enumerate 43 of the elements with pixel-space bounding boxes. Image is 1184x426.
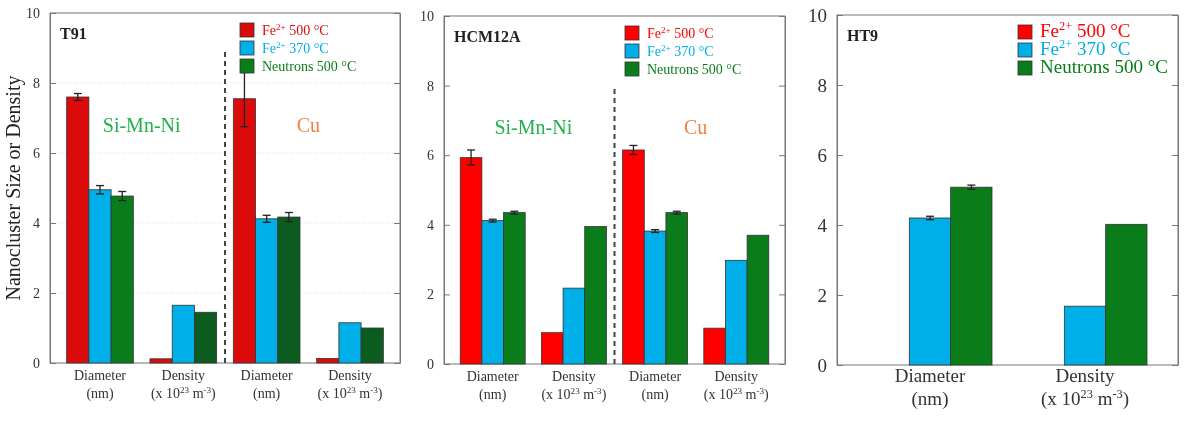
y-tick-label: 4 (427, 217, 434, 233)
x-tick-label: Diameter (nm) (894, 365, 967, 410)
y-tick-label: 0 (427, 356, 434, 372)
x-tick-label: Density (x 10$^{23}$ m$^{-3}$) (317, 368, 383, 402)
annotation: Si-Mn-Ni (102, 114, 181, 136)
y-tick-label: 2 (33, 285, 40, 301)
legend-label: Fe$^{2+}$ 500 °C (647, 25, 714, 41)
text: T91 (60, 25, 87, 42)
y-tick-label: 8 (817, 74, 827, 96)
legend-label: Fe$^{2+}$ 500 °C (262, 22, 329, 38)
y-tick-label: 10 (808, 4, 827, 26)
y-tick-label: 4 (817, 214, 828, 236)
legend-label: Fe$^{2+}$ 370 °C (262, 40, 329, 56)
y-tick-label: 10 (420, 8, 434, 24)
y-tick-label: 6 (427, 148, 434, 164)
y-tick-label: 0 (33, 355, 40, 371)
legend-label: Fe$^{2+}$ 370 °C (647, 43, 714, 59)
y-tick-label: 6 (817, 144, 827, 166)
annotation: Cu (684, 116, 708, 139)
x-tick-label: Diameter (nm) (240, 368, 294, 402)
y-tick-label: 10 (26, 5, 40, 21)
y-axis-title: Nanocluster Size or Density (2, 75, 25, 301)
legend-label: Neutrons 500 °C (647, 62, 742, 77)
y-tick-label: 2 (817, 284, 827, 306)
y-tick-label: 0 (817, 354, 827, 376)
legend-label: Neutrons 500 °C (1040, 56, 1168, 77)
x-tick-label: Diameter (nm) (629, 369, 682, 403)
x-tick-label: Diameter (nm) (73, 368, 127, 402)
y-tick-label: 8 (33, 75, 40, 91)
annotation: Cu (296, 114, 321, 136)
annotation: Si-Mn-Ni (494, 116, 573, 139)
x-tick-label: Diameter (nm) (466, 369, 520, 403)
y-tick-label: 6 (33, 145, 40, 161)
y-tick-label: 8 (427, 78, 434, 94)
x-tick-label: Density (x 10$^{23}$ m$^{-3}$) (703, 369, 770, 403)
text: HCM12A (454, 28, 522, 45)
x-tick-label: Density (x 10$^{23}$ m$^{-3}$) (1040, 365, 1130, 410)
x-tick-label: Density (x 10$^{23}$ m$^{-3}$) (541, 369, 607, 403)
x-tick-label: Density (x 10$^{23}$ m$^{-3}$) (150, 368, 217, 402)
text: HT9 (847, 27, 879, 44)
y-tick-label: 4 (33, 215, 40, 231)
y-tick-label: 2 (427, 287, 434, 303)
legend-label: Neutrons 500 °C (262, 59, 357, 74)
